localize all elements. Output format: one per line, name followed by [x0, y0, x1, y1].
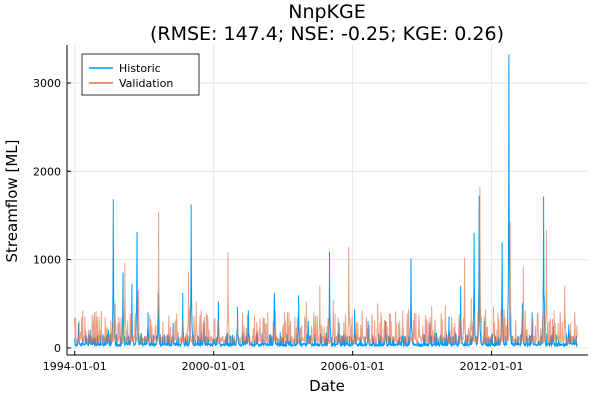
legend-label-validation: Validation: [119, 77, 173, 90]
chart-subtitle: (RMSE: 147.4; NSE: -0.25; KGE: 0.26): [150, 23, 504, 45]
x-tick-label: 2000-01-01: [182, 360, 246, 373]
x-tick-label: 2006-01-01: [321, 360, 385, 373]
x-tick-label: 1994-01-01: [43, 360, 107, 373]
series-line-validation: [74, 186, 578, 345]
legend: Historic Validation: [81, 53, 200, 96]
x-tick-label: 2012-01-01: [460, 360, 524, 373]
y-tick-label: 3000: [33, 77, 61, 90]
x-axis-label: Date: [309, 377, 345, 395]
chart-title: NnpKGE: [288, 1, 366, 23]
series-layer: [74, 54, 578, 347]
series-line-historic: [74, 54, 578, 347]
y-axis-label: Streamflow [ML]: [3, 140, 21, 263]
y-tick-label: 0: [54, 342, 61, 355]
legend-box: [81, 53, 200, 96]
legend-label-historic: Historic: [119, 62, 161, 75]
y-tick-label: 1000: [33, 254, 61, 267]
y-tick-label: 2000: [33, 165, 61, 178]
axis-layer: 0 1000 2000 3000 1994-01-01 2000-01-01 2006-01…: [33, 45, 588, 373]
